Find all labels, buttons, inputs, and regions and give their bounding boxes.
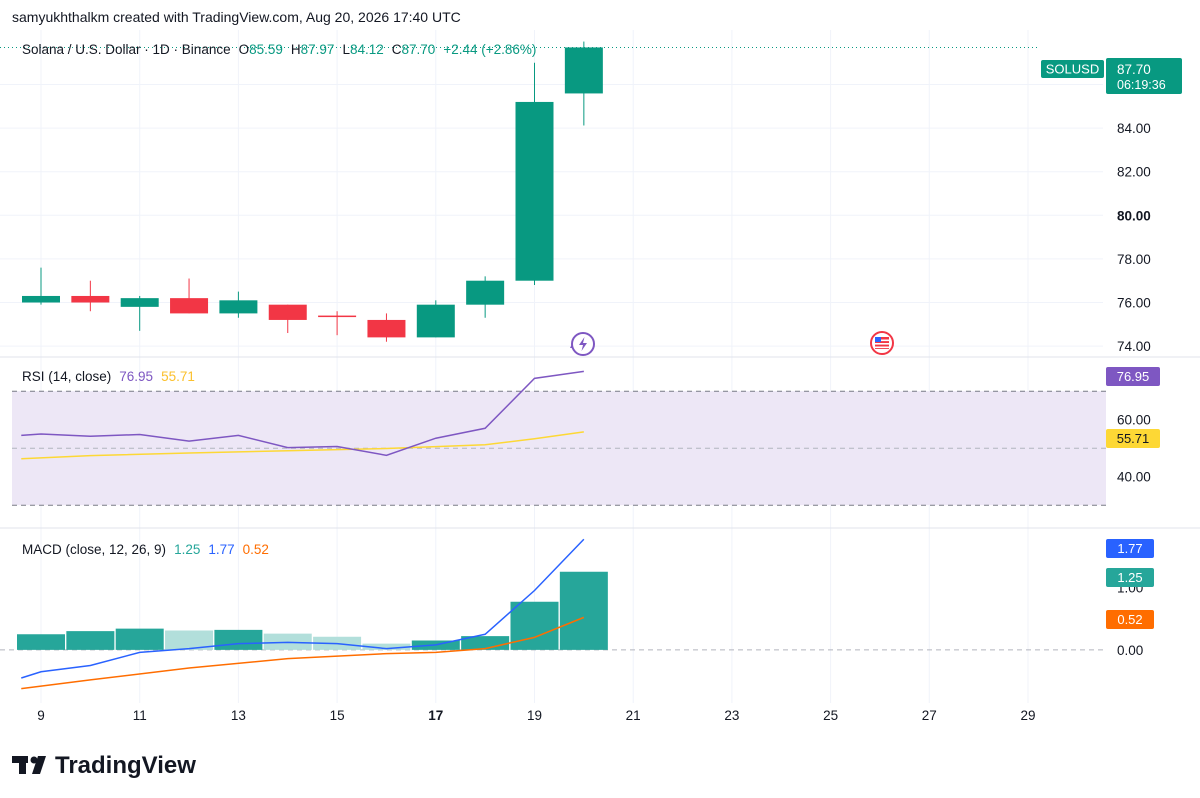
high-value: 87.97 [301, 42, 335, 57]
rsi-ma-tag-bg [1106, 429, 1160, 448]
macd-histogram-bar [510, 601, 559, 650]
rsi-value: 76.95 [119, 369, 153, 384]
created-by-text: samyukhthalkm created with TradingView.c… [12, 9, 461, 25]
macd-histogram-bar [165, 630, 214, 650]
x-tick-label: 29 [1020, 708, 1035, 723]
y-tick-label: 80.00 [1117, 208, 1151, 223]
time-axis[interactable]: 9 11 13 15 17 19 21 23 25 27 29 [37, 708, 1035, 723]
rsi-ma-tag: 55.71 [1117, 431, 1150, 446]
x-tick-label: 17 [428, 708, 443, 723]
price-tag: SOLUSD 87.70 06:19:36 [1041, 58, 1182, 94]
macd-histogram-bar [17, 634, 65, 650]
y-tick-label: 0.00 [1117, 643, 1143, 658]
candle-body [170, 298, 209, 314]
open-label: O [239, 42, 250, 57]
symbol-tag: SOLUSD [1046, 62, 1099, 77]
rsi-value-tag: 76.95 [1117, 369, 1150, 384]
macd-hist-tag: 1.25 [1117, 570, 1142, 585]
candle-body [318, 315, 357, 318]
change-value: +2.44 (+2.86%) [443, 42, 536, 57]
candle-body [219, 300, 258, 314]
open-value: 85.59 [249, 42, 283, 57]
macd-signal-line [21, 616, 585, 690]
symbol-title: Solana / U.S. Dollar · 1D · Binance [22, 42, 231, 57]
macd-histogram-bar [559, 571, 608, 650]
low-value: 84.12 [350, 42, 384, 57]
price-tag-value: 87.70 [1117, 62, 1151, 77]
price-tag-bg [1106, 58, 1182, 94]
candle-body [71, 295, 110, 303]
price-pane[interactable] [0, 41, 1040, 342]
rsi-line [21, 370, 584, 457]
macd-hist-value: 1.25 [174, 542, 200, 557]
macd-pane[interactable] [0, 538, 1106, 690]
symbol-tag-bg [1041, 60, 1104, 78]
macd-line-tag-bg [1106, 539, 1154, 558]
y-tick-label: 40.00 [1117, 470, 1151, 485]
lightning-icon[interactable] [570, 332, 595, 356]
macd-signal-value: 0.52 [243, 542, 269, 557]
macd-line-tag: 1.77 [1117, 541, 1142, 556]
macd-histogram-bar [214, 629, 263, 650]
candles [22, 41, 603, 342]
macd-signal-tag: 0.52 [1117, 612, 1142, 627]
x-tick-label: 25 [823, 708, 838, 723]
candle-body [268, 304, 307, 320]
macd-hist-tag-bg [1106, 568, 1154, 587]
x-tick-label: 19 [527, 708, 542, 723]
y-tick-label: 82.00 [1117, 165, 1151, 180]
rsi-legend: RSI (14, close) 76.95 55.71 [22, 369, 195, 384]
tradingview-logo[interactable]: TradingView [12, 752, 196, 779]
tradingview-logo-text: TradingView [55, 752, 196, 779]
x-tick-label: 15 [330, 708, 345, 723]
macd-line-value: 1.77 [208, 542, 234, 557]
high-label: H [291, 42, 301, 57]
macd-histogram-bar [66, 631, 115, 650]
x-tick-label: 21 [626, 708, 641, 723]
candle-body [564, 47, 603, 94]
candle-body [466, 280, 505, 305]
macd-line [21, 538, 585, 679]
us-flag-icon[interactable] [870, 331, 894, 355]
rsi-ma-value: 55.71 [161, 369, 195, 384]
close-value: 87.70 [402, 42, 436, 57]
price-tag-countdown: 06:19:36 [1117, 78, 1166, 92]
candle-body [515, 101, 554, 281]
candle-body [22, 295, 60, 303]
candle-body [416, 304, 455, 338]
candle-body [367, 319, 406, 338]
symbol-legend: Solana / U.S. Dollar · 1D · Binance O85.5… [22, 42, 536, 57]
macd-label: MACD (close, 12, 26, 9) [22, 542, 166, 557]
y-tick-label: 76.00 [1117, 296, 1151, 311]
x-tick-label: 11 [133, 708, 147, 723]
rsi-ma-line [21, 431, 584, 460]
macd-histogram-bar [115, 628, 164, 650]
close-label: C [392, 42, 402, 57]
candle-body [120, 298, 159, 307]
x-tick-label: 13 [231, 708, 246, 723]
x-tick-label: 9 [37, 708, 45, 723]
tradingview-logo-icon [12, 756, 46, 774]
rsi-label: RSI (14, close) [22, 369, 111, 384]
macd-legend: MACD (close, 12, 26, 9) 1.25 1.77 0.52 [22, 542, 269, 557]
y-tick-label: 60.00 [1117, 413, 1151, 428]
y-tick-label: 74.00 [1117, 339, 1151, 354]
low-label: L [342, 42, 350, 57]
rsi-pane[interactable] [12, 370, 1106, 506]
y-tick-label: 84.00 [1117, 121, 1151, 136]
x-tick-label: 27 [922, 708, 937, 723]
x-tick-label: 23 [724, 708, 739, 723]
rsi-value-tag-bg [1106, 367, 1160, 386]
macd-signal-tag-bg [1106, 610, 1154, 629]
y-tick-label: 78.00 [1117, 252, 1151, 267]
macd-histogram-bar [362, 643, 411, 650]
